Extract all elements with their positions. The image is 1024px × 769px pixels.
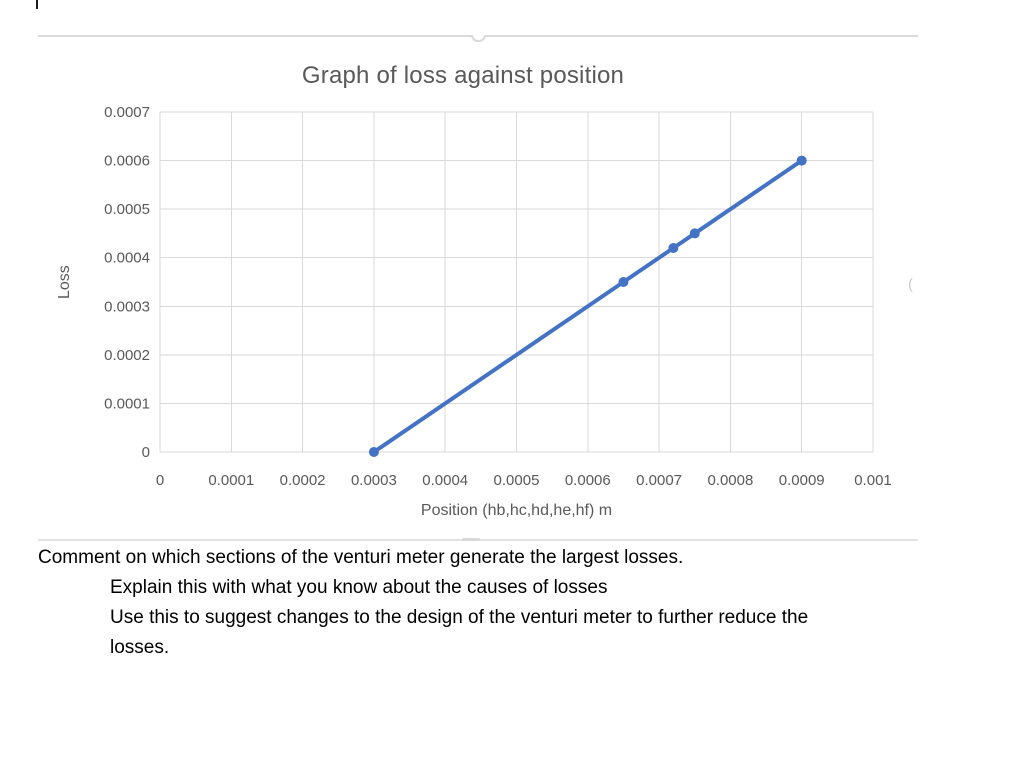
question-line[interactable]: Explain this with what you know about th… [110,577,608,598]
x-tick-label: 0.0009 [779,472,825,489]
x-tick-label: 0.0005 [494,472,540,489]
chart-resize-handle-top-icon[interactable] [471,35,486,42]
data-point-marker [796,155,807,166]
chart-resize-handle-bottom-icon[interactable] [462,538,480,541]
chart-resize-handle-right-icon[interactable]: ( [908,276,913,293]
data-point-marker [368,447,379,457]
x-tick-label: 0.0006 [565,472,611,489]
question-line[interactable]: losses. [110,637,170,658]
x-tick-label: 0.0004 [422,472,468,489]
y-tick-label: 0.0001 [104,395,150,412]
y-tick-label: 0.0003 [104,298,150,315]
plot-area: 0 0.0001 0.0002 0.0003 0.0004 0.0005 0.0006 0.0… [104,104,892,489]
y-tick-label: 0.0006 [104,153,150,170]
x-tick-label: 0.001 [854,472,892,489]
chart-title: Graph of loss against position [301,62,625,89]
y-tick-label: 0 [142,444,150,461]
x-tick-label: 0.0003 [351,472,397,489]
question-line[interactable]: Comment on which sections of the venturi… [38,547,684,568]
data-point-marker [618,277,629,287]
document-text-block[interactable]: Comment on which sections of the venturi… [38,543,988,663]
data-point-marker [668,243,679,253]
x-tick-label: 0.0001 [208,472,254,489]
y-tick-label: 0.0007 [104,104,150,121]
y-tick-label: 0.0005 [104,201,150,218]
y-tick-label: 0.0002 [104,347,150,364]
x-tick-label: 0.0007 [636,472,682,489]
embedded-chart-object[interactable]: ( Graph of loss against position 0 0.0001… [38,35,918,541]
x-tick-label: 0.0002 [280,472,326,489]
x-axis-title: Position (hb,hc,hd,he,hf) m [420,502,613,519]
y-tick-label: 0.0004 [104,250,150,267]
question-line[interactable]: Use this to suggest changes to the desig… [110,607,809,628]
x-tick-label: 0.0008 [707,472,753,489]
y-axis-title: Loss [56,265,73,299]
x-tick-label: 0 [156,472,164,489]
data-point-marker [689,228,700,239]
text-cursor-caret [36,0,38,9]
